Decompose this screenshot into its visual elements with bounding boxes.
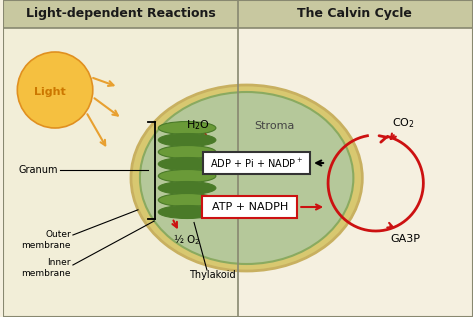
- Bar: [3, 28, 238, 317]
- Text: ADP + Pi + NADP$^+$: ADP + Pi + NADP$^+$: [210, 157, 303, 170]
- Ellipse shape: [158, 182, 216, 195]
- Ellipse shape: [158, 205, 216, 218]
- Ellipse shape: [158, 133, 216, 146]
- Text: H$_2$O: H$_2$O: [186, 118, 210, 132]
- Circle shape: [18, 52, 93, 128]
- Bar: [202, 196, 298, 218]
- Text: Outer
membrane: Outer membrane: [21, 230, 71, 250]
- Ellipse shape: [158, 121, 216, 134]
- Ellipse shape: [158, 146, 216, 158]
- Text: Inner
membrane: Inner membrane: [21, 258, 71, 278]
- Ellipse shape: [158, 170, 216, 183]
- Text: ½ O$_2$: ½ O$_2$: [173, 233, 201, 247]
- Bar: [203, 152, 310, 174]
- Ellipse shape: [158, 158, 216, 171]
- Text: ATP + NADPH: ATP + NADPH: [211, 202, 288, 212]
- Bar: [3, 0, 473, 28]
- Text: GA3P: GA3P: [391, 234, 420, 244]
- Ellipse shape: [158, 193, 216, 206]
- Text: Light: Light: [34, 87, 66, 97]
- Text: The Calvin Cycle: The Calvin Cycle: [298, 8, 412, 21]
- Ellipse shape: [140, 92, 353, 264]
- Ellipse shape: [131, 85, 362, 271]
- Text: Light-dependent Reactions: Light-dependent Reactions: [26, 8, 215, 21]
- Text: Stroma: Stroma: [254, 121, 295, 131]
- Bar: [238, 28, 473, 317]
- Text: Granum: Granum: [18, 165, 58, 175]
- Text: Thylakoid: Thylakoid: [189, 270, 235, 280]
- Text: CO$_2$: CO$_2$: [392, 116, 415, 130]
